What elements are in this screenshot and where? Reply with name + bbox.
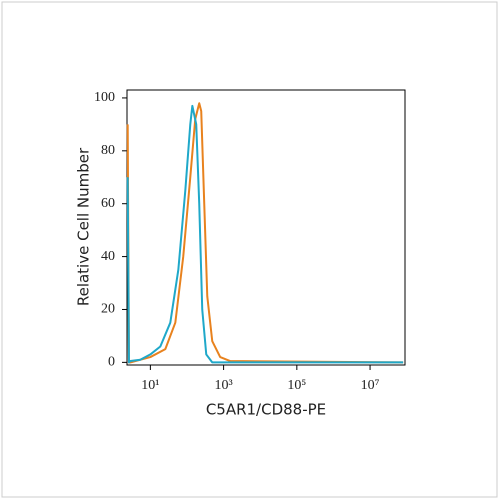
x-tick-label: 10³ bbox=[214, 378, 232, 393]
x-tick-label: 10⁵ bbox=[287, 378, 306, 393]
y-tick-label: 60 bbox=[101, 196, 115, 211]
y-tick-label: 20 bbox=[101, 302, 115, 317]
y-axis-label: Relative Cell Number bbox=[75, 147, 93, 306]
y-tick-label: 0 bbox=[108, 355, 115, 370]
x-tick-label: 10⁷ bbox=[361, 378, 380, 393]
y-tick-label: 100 bbox=[94, 90, 115, 105]
series-line bbox=[126, 104, 404, 364]
y-tick-label: 80 bbox=[101, 143, 115, 158]
y-tick-label: 40 bbox=[101, 249, 115, 264]
x-tick-label: 10¹ bbox=[141, 378, 159, 393]
x-axis-label: C5AR1/CD88-PE bbox=[206, 401, 326, 419]
plot-box bbox=[126, 89, 406, 366]
